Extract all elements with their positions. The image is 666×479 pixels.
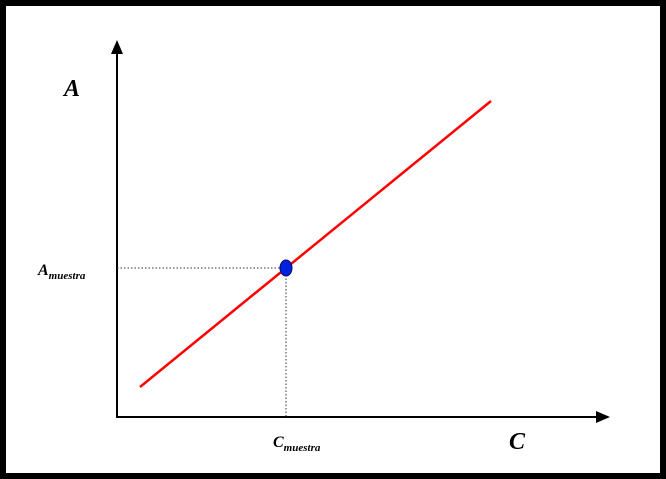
x-axis-arrowhead — [596, 411, 610, 423]
a-sample-label-main: A — [37, 262, 49, 279]
y-axis-arrowhead — [111, 40, 123, 54]
calibration-line — [139, 100, 492, 388]
a-sample-label: Amuestra — [37, 262, 86, 282]
sample-point — [279, 259, 293, 277]
y-axis-label: A — [62, 76, 80, 102]
c-sample-label-subscript: muestra — [284, 442, 321, 454]
c-sample-label: Cmuestra — [273, 434, 321, 454]
x-axis-label: C — [509, 429, 526, 455]
c-sample-label-main: C — [273, 434, 284, 451]
a-sample-label-subscript: muestra — [49, 270, 86, 282]
